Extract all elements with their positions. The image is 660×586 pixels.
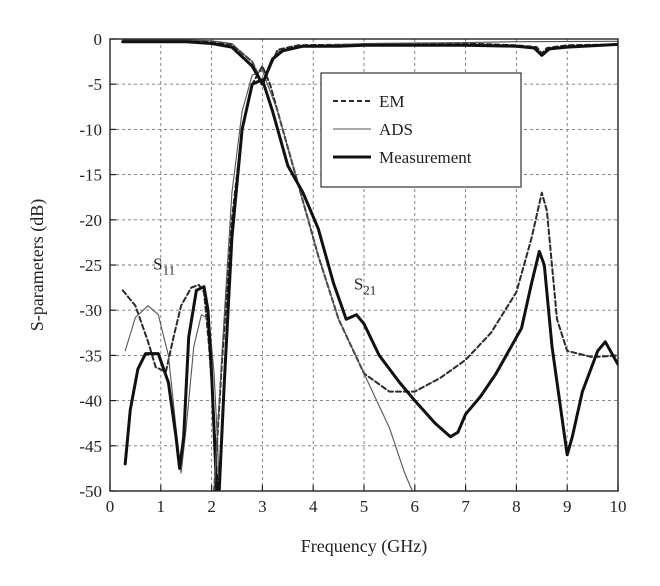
- plot-series: [121, 39, 618, 491]
- x-tick-label: 8: [512, 497, 521, 516]
- y-tick-label: -45: [79, 437, 102, 456]
- y-tick-label: -30: [79, 301, 102, 320]
- y-tick-label: -25: [79, 256, 102, 275]
- y-tick-label: -20: [79, 211, 102, 230]
- legend-label-measurement: Measurement: [379, 148, 472, 167]
- y-tick-label: -5: [88, 75, 102, 94]
- axis-ticks: 0 1 2 3 4 5 6 7 8 9 10 0 -5 -10 -15 -20 -25 -30 -35 -40 -45 -…: [79, 30, 626, 516]
- series-line-s11-measurement-upper: [121, 40, 618, 86]
- x-tick-label: 0: [106, 497, 115, 516]
- series-line-s21-measurement: [217, 78, 618, 491]
- x-tick-label: 1: [157, 497, 166, 516]
- annotation-s21: S21: [354, 274, 376, 297]
- x-tick-label: 9: [563, 497, 572, 516]
- y-tick-label: -35: [79, 346, 102, 365]
- x-tick-label: 2: [207, 497, 216, 516]
- x-axis-label: Frequency (GHz): [301, 536, 427, 557]
- y-axis-label: S-parameters (dB): [27, 199, 48, 331]
- x-tick-label: 5: [360, 497, 369, 516]
- x-tick-label: 3: [258, 497, 267, 516]
- series-line-s21-ads: [213, 70, 413, 491]
- y-tick-label: -40: [79, 392, 102, 411]
- annotations: S11 S21: [153, 255, 376, 298]
- x-tick-label: 10: [610, 497, 627, 516]
- y-tick-label: -10: [79, 120, 102, 139]
- x-tick-label: 4: [309, 497, 318, 516]
- legend-box: [320, 72, 522, 188]
- legend-label-ads: ADS: [379, 120, 413, 139]
- y-tick-label: -50: [79, 482, 102, 501]
- series-line-s11-ads: [124, 305, 220, 491]
- legend-label-em: EM: [379, 92, 405, 111]
- y-tick-label: -15: [79, 166, 102, 185]
- series-line-s11-measurement: [123, 285, 219, 491]
- annotation-s11: S11: [153, 255, 175, 278]
- legend: EM ADS Measurement: [320, 72, 522, 188]
- y-tick-label: 0: [94, 30, 103, 49]
- x-tick-label: 6: [411, 497, 420, 516]
- x-tick-label: 7: [461, 497, 470, 516]
